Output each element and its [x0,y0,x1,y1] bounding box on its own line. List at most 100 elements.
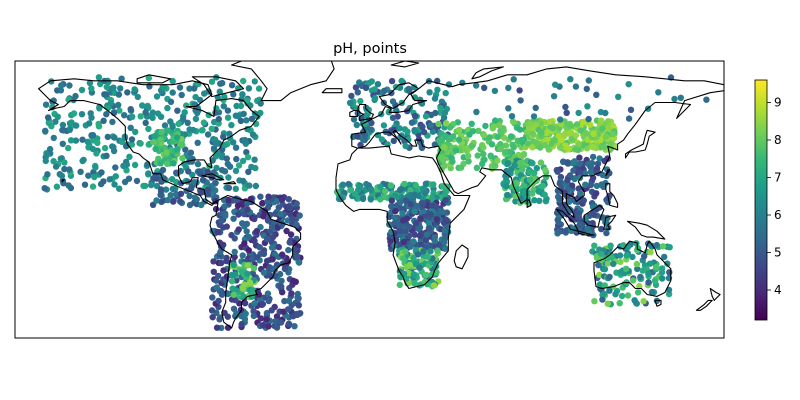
data-point [438,137,445,144]
data-point [213,324,221,331]
data-point [285,196,292,203]
data-point [253,254,261,261]
data-point [241,240,248,247]
data-point [228,278,236,285]
data-point [537,144,544,151]
data-point [232,167,240,175]
data-point [246,182,253,189]
data-point [430,181,437,188]
data-point [196,96,204,104]
data-point [291,323,298,330]
data-point [149,201,157,208]
data-point [374,81,382,88]
data-point [423,271,430,279]
data-point [162,186,170,193]
data-point [199,176,207,184]
data-point [263,309,271,317]
data-point [294,294,301,301]
data-point [223,155,230,162]
data-point [419,123,426,130]
data-point [456,126,463,134]
data-point [396,125,403,132]
data-point [190,179,198,186]
data-point [241,210,248,218]
data-point [89,145,97,153]
data-point [88,85,95,92]
data-point [116,185,123,192]
data-point [228,296,236,303]
data-point [543,129,550,137]
data-point [265,323,272,330]
coastline-novaya-zemlya [471,66,504,80]
data-point [600,183,607,190]
data-point [406,223,413,230]
data-point [455,136,463,143]
data-point [134,93,141,101]
data-point [562,142,569,149]
data-point [128,136,136,143]
data-point [66,82,73,89]
data-point [367,196,374,203]
data-point [281,265,289,273]
data-point [391,220,398,227]
data-point [52,163,60,170]
data-point [562,103,569,111]
data-point [152,171,159,178]
data-point [59,126,66,134]
data-point [278,283,285,290]
data-point [212,179,219,187]
data-point [572,83,580,90]
data-point [422,113,430,120]
data-point [606,287,613,294]
data-point [567,76,574,83]
data-point [473,164,481,171]
data-point [220,133,227,140]
data-point [526,168,533,176]
data-point [152,145,159,153]
data-point [248,115,256,123]
data-point [127,106,134,113]
data-point [223,257,230,265]
data-point [590,130,597,138]
data-point [348,92,355,100]
data-point [194,109,201,117]
coastline-africa [335,145,471,290]
data-point [502,148,509,156]
data-point [183,102,190,109]
data-point [89,132,97,139]
data-point [111,134,118,141]
data-point [254,113,261,120]
data-point [441,132,449,140]
data-point [283,227,290,235]
data-point [609,130,616,138]
data-point [411,191,418,198]
data-point [504,191,511,199]
data-point [95,123,103,130]
data-point [645,270,652,277]
data-point [58,172,66,180]
data-point [261,208,269,215]
data-point [583,85,590,93]
data-point [181,160,188,167]
data-point [413,202,420,210]
data-point [59,121,67,129]
map-frame [14,60,725,339]
data-point [42,128,49,135]
data-point [610,260,617,267]
data-point [164,104,171,112]
data-point [546,118,553,126]
data-point [213,140,220,147]
data-point [106,176,113,183]
data-point [598,250,605,258]
data-point [544,136,551,144]
data-point [110,147,118,155]
data-point [186,201,194,209]
data-point [104,133,112,141]
data-point [218,217,225,225]
data-point [216,88,223,95]
data-point [251,156,258,163]
data-point [517,172,525,179]
data-point [352,84,360,91]
data-point [169,123,176,131]
data-point [397,133,404,141]
